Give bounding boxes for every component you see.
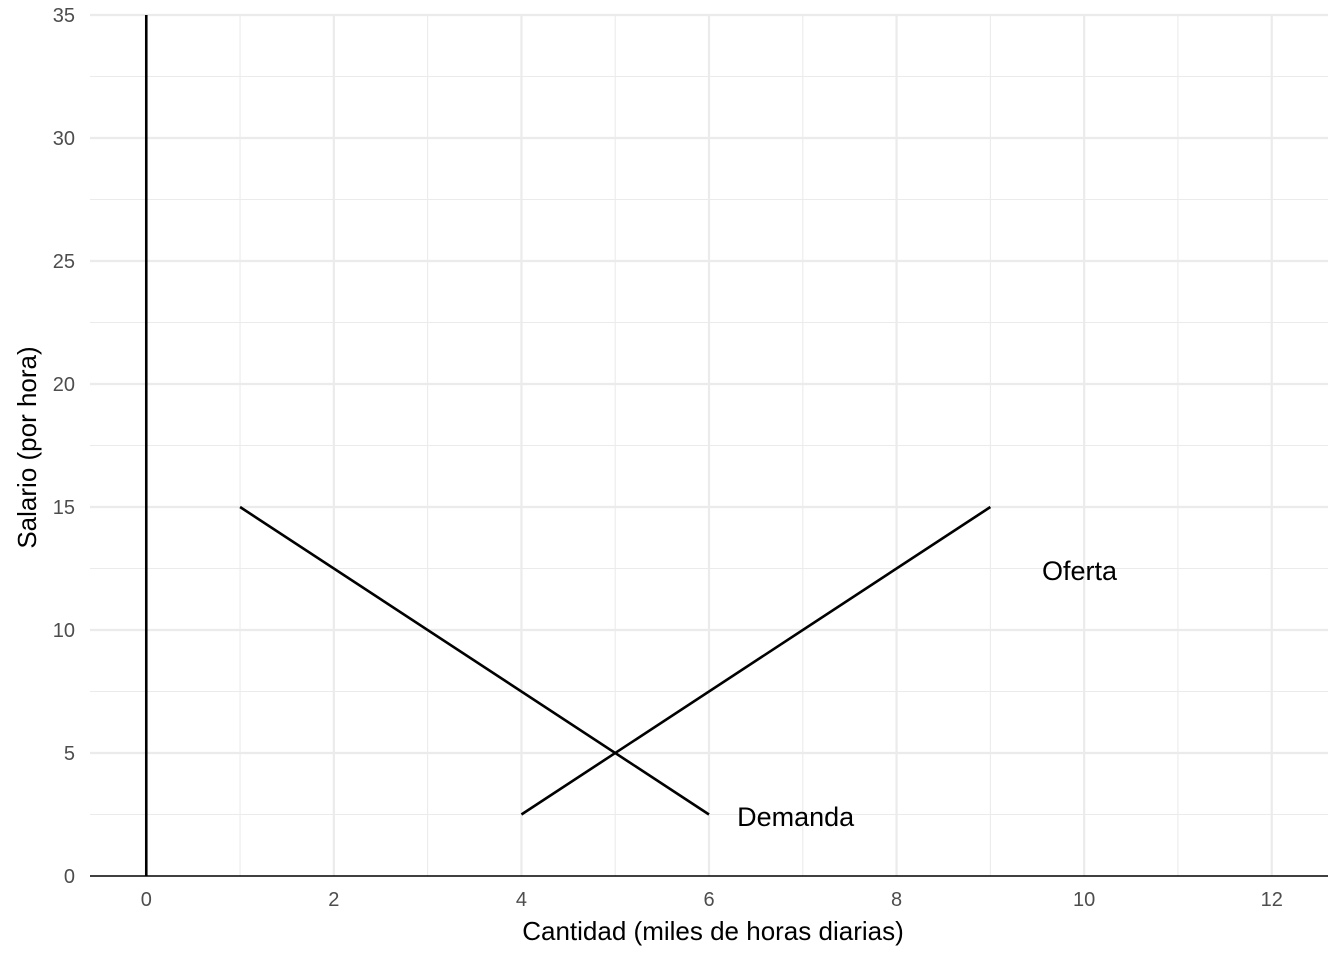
y-tick-label: 5 [64,743,75,765]
y-tick-label: 15 [53,497,75,519]
y-tick-labels: 0 5 10 15 20 25 30 35 [53,5,75,888]
y-tick-label: 10 [53,620,75,642]
y-tick-label: 25 [53,251,75,273]
x-tick-label: 10 [1073,889,1095,911]
x-tick-label: 4 [516,889,527,911]
y-tick-label: 30 [53,128,75,150]
series-line-demanda [239,505,710,816]
x-tick-label: 12 [1261,889,1283,911]
y-tick-label: 0 [64,866,75,888]
x-tick-label: 2 [328,889,339,911]
x-tick-label: 8 [891,889,902,911]
x-axis-title: Cantidad (miles de horas diarias) [522,916,904,946]
annotations: Demanda Oferta [737,556,1118,832]
annotation-oferta: Oferta [1042,556,1118,586]
x-tick-label: 6 [703,889,714,911]
y-tick-label: 35 [53,5,75,27]
y-tick-label: 20 [53,374,75,396]
series-lines [239,505,992,816]
y-axis-title: Salario (por hora) [12,346,42,548]
x-tick-label: 0 [141,889,152,911]
series-line-oferta [520,505,992,816]
x-tick-labels: 0 2 4 6 8 10 12 [141,889,1283,911]
annotation-demanda: Demanda [737,802,855,832]
